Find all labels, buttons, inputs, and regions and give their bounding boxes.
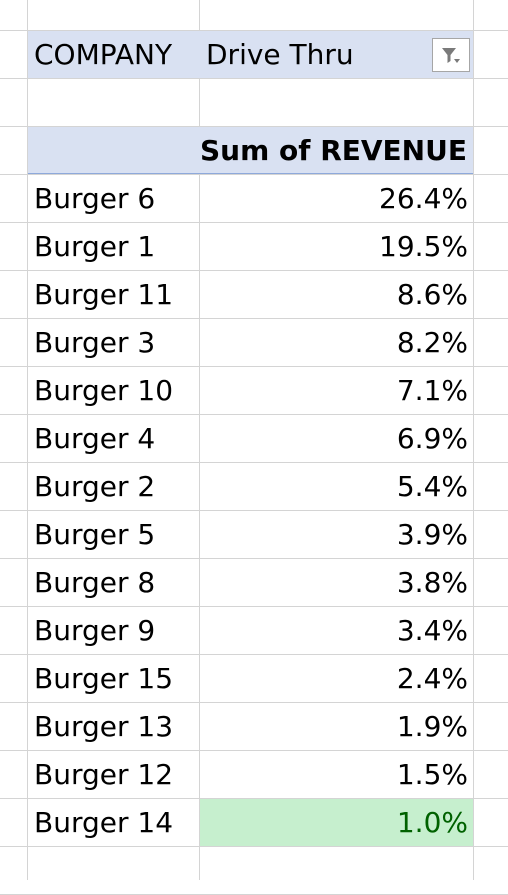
table-row[interactable]: Burger 14 1.0% [0, 799, 508, 847]
row-value[interactable]: 1.9% [200, 703, 468, 750]
row-label[interactable]: Burger 3 [34, 319, 199, 366]
row-value[interactable]: 3.8% [200, 559, 468, 606]
row-label[interactable]: Burger 15 [34, 655, 199, 702]
row-label[interactable]: Burger 5 [34, 511, 199, 558]
table-row[interactable]: Burger 6 26.4% [0, 175, 508, 223]
row-value[interactable]: 8.6% [200, 271, 468, 318]
row-label[interactable]: Burger 2 [34, 463, 199, 510]
row-value[interactable]: 8.2% [200, 319, 468, 366]
pivot-header-row: Sum of REVENUE [0, 127, 508, 175]
row-value[interactable]: 7.1% [200, 367, 468, 414]
filter-dropdown-button[interactable] [432, 38, 470, 72]
row-value[interactable]: 2.4% [200, 655, 468, 702]
row-value[interactable]: 6.9% [200, 415, 468, 462]
row-value[interactable]: 26.4% [200, 175, 468, 222]
table-row[interactable]: Burger 3 8.2% [0, 319, 508, 367]
sheet-row [0, 847, 508, 895]
value-field-header[interactable]: Sum of REVENUE [200, 127, 465, 174]
row-label[interactable]: Burger 12 [34, 751, 199, 798]
pivot-filter-row: COMPANY Drive Thru [0, 31, 508, 79]
row-label[interactable]: Burger 14 [34, 799, 199, 846]
row-value[interactable]: 5.4% [200, 463, 468, 510]
table-row[interactable]: Burger 13 1.9% [0, 703, 508, 751]
table-row[interactable]: Burger 5 3.9% [0, 511, 508, 559]
filter-funnel-icon [441, 46, 461, 66]
row-value-highlighted[interactable]: 1.0% [200, 799, 468, 846]
row-label[interactable]: Burger 6 [34, 175, 199, 222]
table-row[interactable]: Burger 15 2.4% [0, 655, 508, 703]
table-row[interactable]: Burger 1 19.5% [0, 223, 508, 271]
row-value[interactable]: 3.9% [200, 511, 468, 558]
table-row[interactable]: Burger 11 8.6% [0, 271, 508, 319]
filter-field-label[interactable]: COMPANY [34, 31, 204, 78]
row-label[interactable]: Burger 10 [34, 367, 199, 414]
row-label[interactable]: Burger 8 [34, 559, 199, 606]
row-label[interactable]: Burger 4 [34, 415, 199, 462]
sheet-row [0, 0, 508, 31]
table-row[interactable]: Burger 10 7.1% [0, 367, 508, 415]
filter-field-value[interactable]: Drive Thru [206, 31, 426, 78]
row-label[interactable]: Burger 13 [34, 703, 199, 750]
table-row[interactable]: Burger 2 5.4% [0, 463, 508, 511]
sheet-row [0, 79, 508, 127]
row-label[interactable]: Burger 11 [34, 271, 199, 318]
row-value[interactable]: 1.5% [200, 751, 468, 798]
row-label[interactable]: Burger 1 [34, 223, 199, 270]
table-row[interactable]: Burger 8 3.8% [0, 559, 508, 607]
table-row[interactable]: Burger 9 3.4% [0, 607, 508, 655]
table-row[interactable]: Burger 12 1.5% [0, 751, 508, 799]
row-value[interactable]: 3.4% [200, 607, 468, 654]
row-value[interactable]: 19.5% [200, 223, 468, 270]
row-label[interactable]: Burger 9 [34, 607, 199, 654]
table-row[interactable]: Burger 4 6.9% [0, 415, 508, 463]
